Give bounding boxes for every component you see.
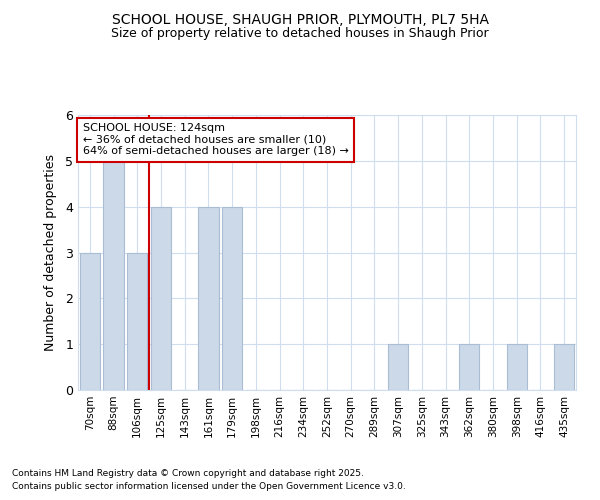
Text: SCHOOL HOUSE, SHAUGH PRIOR, PLYMOUTH, PL7 5HA: SCHOOL HOUSE, SHAUGH PRIOR, PLYMOUTH, PL… (112, 12, 488, 26)
Bar (80, 252, 100, 390)
Bar (127, 252, 148, 390)
Text: Size of property relative to detached houses in Shaugh Prior: Size of property relative to detached ho… (111, 28, 489, 40)
Bar (103, 161, 124, 390)
Text: Contains HM Land Registry data © Crown copyright and database right 2025.: Contains HM Land Registry data © Crown c… (12, 468, 364, 477)
Bar (554, 344, 574, 390)
Bar (388, 344, 408, 390)
Bar (459, 344, 479, 390)
Bar (199, 206, 218, 390)
Bar (151, 206, 171, 390)
Text: Contains public sector information licensed under the Open Government Licence v3: Contains public sector information licen… (12, 482, 406, 491)
Text: SCHOOL HOUSE: 124sqm
← 36% of detached houses are smaller (10)
64% of semi-detac: SCHOOL HOUSE: 124sqm ← 36% of detached h… (83, 123, 349, 156)
Y-axis label: Number of detached properties: Number of detached properties (44, 154, 57, 351)
Bar (222, 206, 242, 390)
Bar (506, 344, 527, 390)
